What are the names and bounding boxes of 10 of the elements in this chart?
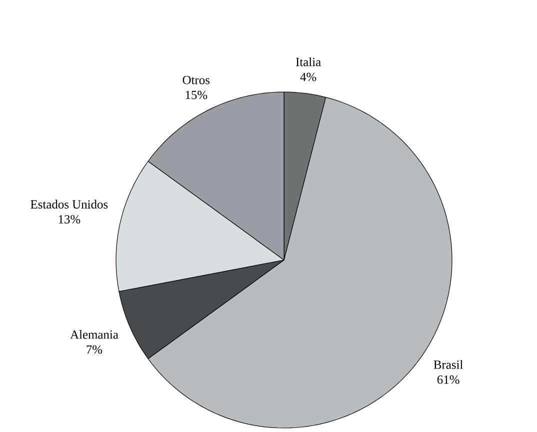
data-label: 4%	[300, 72, 316, 82]
data-label: 61%	[437, 375, 460, 384]
slice-label: Alemania	[70, 330, 118, 339]
data-label: 15%	[186, 90, 208, 100]
data-label: 7%	[86, 345, 102, 354]
slice-label: Otros	[182, 76, 210, 84]
slice-label: Estados Unidos	[30, 200, 108, 209]
slice-label: Brasil	[434, 360, 463, 369]
slice-label: Italia	[296, 57, 321, 66]
data-label: 13%	[58, 215, 80, 224]
